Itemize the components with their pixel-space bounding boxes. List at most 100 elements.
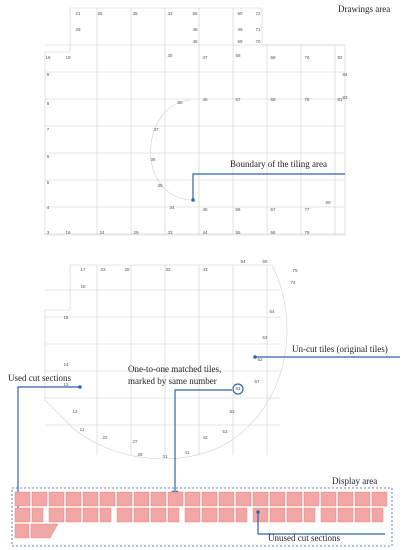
cut-section xyxy=(235,507,248,523)
tile-number: 16 xyxy=(45,55,51,60)
tile-number: 36 xyxy=(150,157,156,162)
cut-section xyxy=(82,507,99,523)
leader-matched xyxy=(174,389,232,490)
tile-number: 34 xyxy=(169,205,175,210)
tile-number: 24 xyxy=(99,230,105,235)
tile-number: 49 xyxy=(237,27,243,32)
cut-section xyxy=(14,523,30,539)
tile-number: 46 xyxy=(192,39,198,44)
cut-section xyxy=(286,491,303,507)
cut-section xyxy=(116,491,133,507)
tile-number: 78 xyxy=(304,97,310,102)
tile-number: 45 xyxy=(202,207,208,212)
tile-number: 71 xyxy=(255,27,261,32)
cut-section xyxy=(65,507,82,523)
cut-section xyxy=(201,491,218,507)
cut-section xyxy=(371,491,388,507)
tile-number: 44 xyxy=(202,230,208,235)
cut-section xyxy=(150,491,167,507)
tile-number: 58 xyxy=(235,53,241,58)
label-matched: One-to-one matched tiles, xyxy=(128,364,221,374)
tile-number: 46 xyxy=(202,97,208,102)
cut-section xyxy=(30,523,59,539)
cut-section xyxy=(133,491,150,507)
tile-number: 74 xyxy=(290,280,296,285)
tile-number: 65 xyxy=(262,259,268,264)
tile-number: 69 xyxy=(237,39,243,44)
tile-number: 29 xyxy=(133,230,139,235)
dot xyxy=(256,510,260,514)
tile-number: 28 xyxy=(75,27,81,32)
cut-section xyxy=(48,491,65,507)
tile-number: 48 xyxy=(192,27,198,32)
cut-section xyxy=(133,507,150,523)
tile-number: 3 xyxy=(47,230,50,235)
tile-number: 56 xyxy=(235,207,241,212)
tile-number: 30 xyxy=(167,53,173,58)
cut-section xyxy=(65,491,82,507)
label-unused: Unused cut sections xyxy=(268,533,340,543)
cut-section xyxy=(99,507,112,523)
tile-number: 15 xyxy=(63,315,69,320)
tile-number: 5 xyxy=(47,180,50,185)
tile-number: 68 xyxy=(270,55,276,60)
tile-number: 41 xyxy=(184,450,190,455)
cut-section xyxy=(167,491,184,507)
tile-number: 11 xyxy=(80,427,85,432)
cut-section xyxy=(337,491,354,507)
label-used: Used cut sections xyxy=(8,373,71,383)
cut-sections xyxy=(14,491,388,539)
cut-section xyxy=(354,507,371,523)
tile-number: 35 xyxy=(157,183,163,188)
tile-number: 4 xyxy=(47,205,50,210)
tile-number: 43 xyxy=(202,267,208,272)
tile-number: 13 xyxy=(63,382,69,387)
tile-number: 66 xyxy=(270,230,276,235)
tile-number: 12 xyxy=(72,409,78,414)
tile-number: 26 xyxy=(137,452,143,457)
tile-number: 25 xyxy=(97,11,103,16)
cut-section xyxy=(286,507,303,523)
tile-number: 17 xyxy=(80,267,86,272)
display-area-box xyxy=(11,487,393,547)
cut-section xyxy=(252,491,269,507)
tile-number: 9 xyxy=(47,72,50,77)
tile-number: 27 xyxy=(132,439,138,444)
label-uncut: Un-cut tiles (original tiles) xyxy=(292,344,388,354)
cut-section xyxy=(150,507,167,523)
cut-section xyxy=(320,491,337,507)
tile-number: 33 xyxy=(167,230,173,235)
tile-number: 37 xyxy=(153,127,159,132)
cut-section xyxy=(218,491,235,507)
label-boundary: Boundary of the tiling area xyxy=(230,159,327,169)
tile-number: 52 xyxy=(229,409,235,414)
cut-section xyxy=(184,507,201,523)
tile-number: 21 xyxy=(75,11,81,16)
tile-number: 84 xyxy=(342,72,348,77)
cut-section xyxy=(31,491,48,507)
tile-number: 55 xyxy=(192,11,198,16)
bottom-drawing-outline xyxy=(44,264,288,460)
tile-number: 54 xyxy=(240,259,246,264)
tile-number: 50 xyxy=(177,100,183,105)
tile-number: 77 xyxy=(304,207,310,212)
tile-number: 23 xyxy=(100,267,106,272)
leader-used xyxy=(17,386,80,508)
cut-section xyxy=(31,507,44,523)
dot xyxy=(253,355,257,359)
tile-number: 47 xyxy=(202,55,208,60)
cut-section xyxy=(99,491,116,507)
tile-number: 28 xyxy=(124,267,130,272)
cut-section xyxy=(252,507,269,523)
label-drawings-area: Drawings area xyxy=(338,4,390,14)
tile-number: 53 xyxy=(222,429,228,434)
tile-number: 7 xyxy=(47,127,50,132)
tile-number: 80 xyxy=(325,200,331,205)
dot xyxy=(78,385,82,389)
tile-number: 72 xyxy=(255,11,261,16)
cut-section xyxy=(303,491,320,507)
tile-number: 57 xyxy=(235,97,241,102)
tile-number: 8 xyxy=(47,101,50,106)
tile-number: 6 xyxy=(47,154,50,159)
top-drawing-outline xyxy=(44,7,346,236)
